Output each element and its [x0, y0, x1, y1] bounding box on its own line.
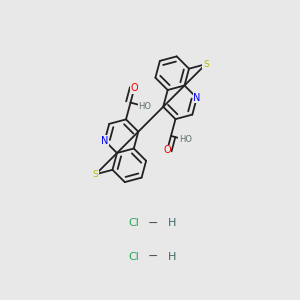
- Text: −: −: [148, 217, 158, 230]
- Text: S: S: [203, 60, 209, 69]
- Text: N: N: [101, 136, 108, 146]
- Text: HO: HO: [138, 102, 151, 111]
- Text: N: N: [193, 93, 200, 103]
- Text: S: S: [93, 170, 99, 179]
- Text: Cl: Cl: [128, 218, 139, 229]
- Text: −: −: [148, 250, 158, 263]
- Text: H: H: [168, 218, 177, 229]
- Text: H: H: [168, 251, 177, 262]
- Text: HO: HO: [179, 135, 192, 144]
- Text: O: O: [130, 83, 138, 93]
- Text: O: O: [163, 145, 171, 155]
- Text: Cl: Cl: [128, 251, 139, 262]
